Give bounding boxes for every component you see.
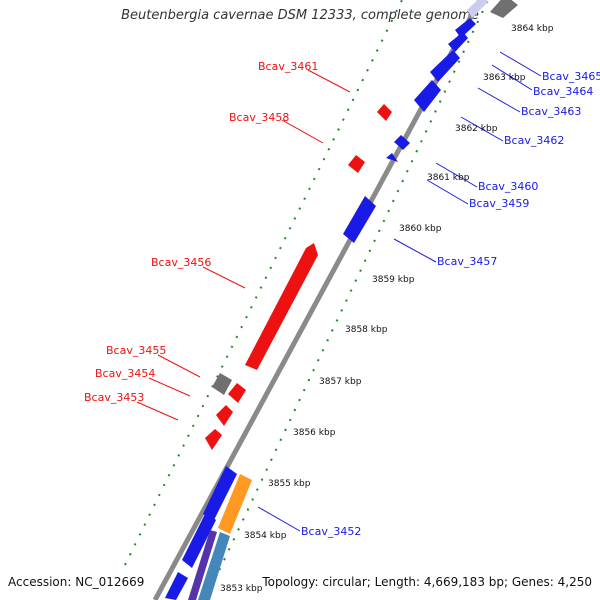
- topology-label: Topology: circular; Length: 4,669,183 bp…: [262, 575, 592, 589]
- gene-3455[interactable]: [212, 373, 232, 395]
- tick-label-3854: 3854 kbp: [244, 531, 287, 541]
- gene-blue-lower-1[interactable]: [203, 466, 237, 522]
- tick-label-3860: 3860 kbp: [399, 224, 442, 234]
- gene-3460[interactable]: [394, 135, 410, 150]
- tick-label-3864: 3864 kbp: [511, 24, 554, 34]
- gene-3459[interactable]: [386, 153, 398, 162]
- gene-light-top[interactable]: [467, 0, 488, 18]
- left-gene-labels: Bcav_3461 Bcav_3458 Bcav_3456 Bcav_3455 …: [84, 60, 318, 404]
- label-bcav-3461[interactable]: Bcav_3461: [258, 60, 318, 73]
- gene-teal[interactable]: [198, 532, 230, 600]
- outer-left-guide: [124, 0, 403, 566]
- label-bcav-3463[interactable]: Bcav_3463: [521, 105, 581, 118]
- gene-3465[interactable]: [455, 18, 476, 38]
- label-bcav-3459[interactable]: Bcav_3459: [469, 197, 529, 210]
- label-bcav-3455[interactable]: Bcav_3455: [106, 344, 166, 357]
- right-gene-labels: Bcav_3465 Bcav_3464 Bcav_3463 Bcav_3462 …: [301, 70, 600, 538]
- gene-3458[interactable]: [348, 155, 365, 173]
- tick-label-3863: 3863 kbp: [483, 73, 526, 83]
- label-bcav-3465[interactable]: Bcav_3465: [542, 70, 600, 83]
- gene-blue-lower-3[interactable]: [165, 572, 188, 600]
- tick-label-3855: 3855 kbp: [268, 479, 311, 489]
- label-bcav-3458[interactable]: Bcav_3458: [229, 111, 289, 124]
- gene-3461[interactable]: [377, 104, 392, 121]
- gene-blue-lower-2[interactable]: [182, 512, 216, 568]
- gene-3456[interactable]: [245, 243, 318, 370]
- label-bcav-3457[interactable]: Bcav_3457: [437, 255, 497, 268]
- right-callouts: [257, 51, 542, 532]
- accession-label: Accession: NC_012669: [8, 575, 145, 589]
- label-bcav-3454[interactable]: Bcav_3454: [95, 367, 155, 380]
- gene-3453[interactable]: [216, 405, 233, 426]
- kbp-ticks: 3853 kbp 3854 kbp 3855 kbp 3856 kbp 3857…: [220, 24, 554, 594]
- tick-label-3861: 3861 kbp: [427, 173, 470, 183]
- tick-label-3862: 3862 kbp: [455, 124, 498, 134]
- gene-3452[interactable]: [218, 474, 252, 534]
- gene-3454[interactable]: [228, 383, 246, 403]
- gene-3462[interactable]: [414, 80, 441, 112]
- gene-3463[interactable]: [430, 50, 460, 82]
- gene-3457[interactable]: [343, 196, 376, 243]
- label-bcav-3453[interactable]: Bcav_3453: [84, 391, 144, 404]
- label-bcav-3464[interactable]: Bcav_3464: [533, 85, 593, 98]
- inner-right-guide: [209, 0, 489, 591]
- gene-red-lower[interactable]: [205, 429, 222, 450]
- gene-gray-top[interactable]: [490, 0, 518, 18]
- gene-3464[interactable]: [448, 32, 468, 52]
- label-bcav-3456[interactable]: Bcav_3456: [151, 256, 211, 269]
- left-callouts: [136, 69, 351, 421]
- tick-label-3859: 3859 kbp: [372, 275, 415, 285]
- tick-label-3853: 3853 kbp: [220, 584, 263, 594]
- label-bcav-3460[interactable]: Bcav_3460: [478, 180, 538, 193]
- gene-purple[interactable]: [188, 530, 217, 600]
- tick-label-3856: 3856 kbp: [293, 428, 336, 438]
- label-bcav-3462[interactable]: Bcav_3462: [504, 134, 564, 147]
- tick-label-3858: 3858 kbp: [345, 325, 388, 335]
- map-title: Beutenbergia cavernae DSM 12333, complet…: [121, 8, 479, 23]
- tick-label-3857: 3857 kbp: [319, 377, 362, 387]
- gene-features: [165, 0, 518, 600]
- label-bcav-3452[interactable]: Bcav_3452: [301, 525, 361, 538]
